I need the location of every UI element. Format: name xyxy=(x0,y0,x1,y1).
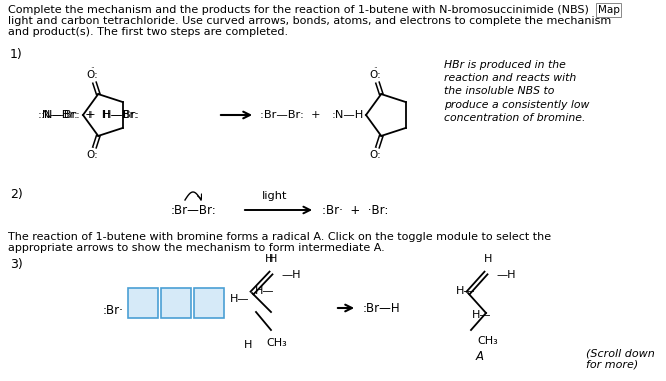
Text: ··: ·· xyxy=(373,64,378,74)
Text: H—: H— xyxy=(456,286,476,296)
Text: O:: O: xyxy=(369,150,381,160)
Text: +  H—Br:: + H—Br: xyxy=(79,110,139,120)
Text: :Br—Br:  +: :Br—Br: + xyxy=(260,110,320,120)
Text: O:: O: xyxy=(86,150,98,160)
Text: H—: H— xyxy=(472,310,492,320)
Text: :Br—Br:: :Br—Br: xyxy=(170,203,216,216)
Text: The reaction of 1-butene with bromine forms a radical A. Click on the toggle mod: The reaction of 1-butene with bromine fo… xyxy=(8,232,551,242)
Text: H—: H— xyxy=(230,294,249,304)
Text: :Br—H: :Br—H xyxy=(363,301,401,314)
Text: H: H xyxy=(269,254,277,264)
Text: CH₃: CH₃ xyxy=(477,336,498,346)
Text: —H: —H xyxy=(281,270,300,280)
Text: 1): 1) xyxy=(10,48,23,61)
Text: :Br·  +  ·Br:: :Br· + ·Br: xyxy=(322,203,388,216)
Text: :N—Br:: :N—Br: xyxy=(41,110,81,120)
Text: :N—Br:  +  H—Br:: :N—Br: + H—Br: xyxy=(38,110,138,120)
Text: O:: O: xyxy=(86,70,98,80)
Text: ··: ·· xyxy=(90,64,95,74)
Text: H: H xyxy=(244,340,252,350)
Bar xyxy=(194,288,224,318)
Text: Complete the mechanism and the products for the reaction of 1-butene with N-brom: Complete the mechanism and the products … xyxy=(8,5,589,15)
Text: (Scroll down
for more): (Scroll down for more) xyxy=(586,348,655,370)
Text: light: light xyxy=(262,191,288,201)
Text: H: H xyxy=(484,254,492,264)
Text: A: A xyxy=(476,350,484,363)
Bar xyxy=(128,288,158,318)
Text: CH₃: CH₃ xyxy=(266,338,287,348)
Text: and product(s). The first two steps are completed.: and product(s). The first two steps are … xyxy=(8,27,288,37)
Text: :Br·: :Br· xyxy=(102,304,123,317)
Text: light and carbon tetrachloride. Use curved arrows, bonds, atoms, and electrons t: light and carbon tetrachloride. Use curv… xyxy=(8,16,611,26)
Text: HBr is produced in the
reaction and reacts with
the insoluble NBS to
produce a c: HBr is produced in the reaction and reac… xyxy=(444,60,589,123)
Text: H: H xyxy=(265,254,273,264)
Text: ··: ·· xyxy=(373,144,378,154)
Text: 3): 3) xyxy=(10,258,23,271)
Text: —H: —H xyxy=(496,270,515,280)
Text: 2): 2) xyxy=(10,188,23,201)
Text: Map: Map xyxy=(598,5,620,15)
Bar xyxy=(161,288,191,318)
Text: ··: ·· xyxy=(90,144,95,154)
Text: H—: H— xyxy=(255,286,274,296)
Text: :N—H: :N—H xyxy=(332,110,364,120)
Text: appropriate arrows to show the mechanism to form intermediate A.: appropriate arrows to show the mechanism… xyxy=(8,243,385,253)
Text: O:: O: xyxy=(369,70,381,80)
